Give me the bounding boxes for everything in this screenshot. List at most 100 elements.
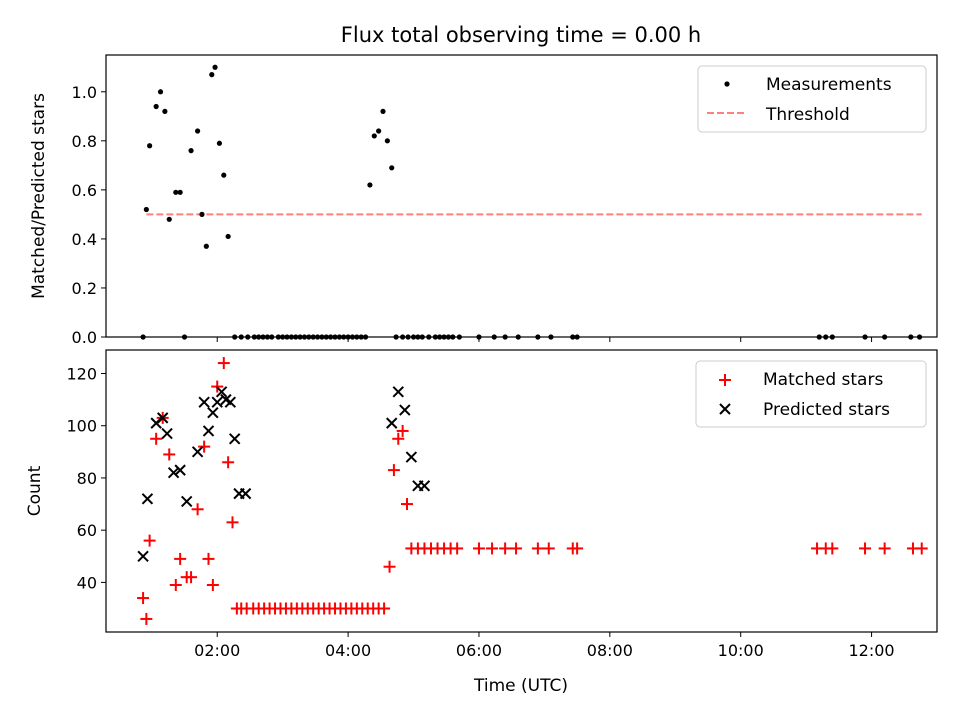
top-panel: 0.0 0.2 0.4 0.6 0.8 1.0 Matched/Predicted sta…: [29, 54, 938, 347]
legend-threshold-label: Threshold: [765, 105, 850, 125]
measurement-point: [225, 233, 231, 240]
bottom-y-tick-label: 120: [66, 365, 97, 384]
top-y-tick-label: 0.0: [72, 328, 97, 347]
matched-star-point: [174, 552, 187, 565]
measurement-point: [216, 140, 223, 146]
measurement-point: [376, 128, 382, 134]
predicted-star-point: [191, 446, 204, 458]
measurement-point: [195, 128, 201, 134]
matched-star-point: [915, 542, 928, 555]
x-axis-label: Time (UTC): [473, 676, 568, 696]
matched-star-point: [163, 448, 176, 461]
measurement-point: [371, 133, 377, 139]
predicted-star-point: [418, 480, 431, 492]
top-legend-frame: [697, 65, 927, 133]
matched-star-point: [451, 542, 464, 555]
predicted-star-point: [161, 427, 173, 440]
bottom-y-tick-label: 80: [77, 469, 97, 488]
predicted-star-point: [157, 412, 169, 424]
predicted-star-point: [405, 451, 418, 463]
top-y-tick-label: 0.2: [72, 279, 97, 298]
matched-star-point: [185, 571, 198, 584]
matched-star-point: [531, 542, 544, 555]
measurement-point: [384, 138, 390, 144]
legend-matched-marker: [719, 374, 731, 386]
predicted-star-point: [239, 487, 252, 500]
matched-star-point: [510, 542, 523, 555]
matched-star-point: [378, 602, 391, 615]
measurement-point: [367, 182, 373, 188]
matched-star-point: [859, 542, 872, 555]
predicted-star-point: [211, 396, 223, 408]
bottom-marks: [137, 357, 928, 625]
chart-title: Flux total observing time = 0.00 h: [341, 23, 701, 47]
top-y-tick-label: 0.8: [72, 132, 97, 151]
x-tick-label: 08:00: [587, 641, 633, 660]
legend-predicted-marker: [719, 403, 731, 415]
matched-star-point: [878, 542, 891, 555]
matched-star-point: [472, 542, 485, 555]
top-y-ticks: 0.0 0.2 0.4 0.6 0.8 1.0: [72, 83, 106, 347]
matched-star-point: [137, 592, 150, 605]
measurement-point: [157, 89, 164, 95]
matched-star-point: [198, 440, 211, 453]
bottom-legend-frame: [695, 360, 927, 428]
top-y-tick-label: 1.0: [72, 83, 97, 102]
bottom-x-ticks: 02:00 04:00 06:00 08:00 10:00 12:00: [194, 632, 895, 660]
matched-star-point: [396, 424, 409, 437]
bottom-y-tick-label: 40: [77, 573, 97, 592]
matched-star-point: [826, 542, 839, 555]
matched-star-point: [217, 357, 230, 370]
bottom-y-axis-label: Count: [25, 465, 45, 516]
measurement-point: [162, 108, 168, 114]
matched-star-point: [150, 432, 163, 445]
predicted-star-point: [392, 386, 404, 398]
measurement-point: [173, 189, 179, 195]
top-y-tick-label: 0.6: [72, 181, 97, 200]
matched-star-point: [191, 503, 204, 516]
matched-star-point: [542, 542, 555, 555]
predicted-star-point: [224, 396, 237, 408]
x-tick-label: 06:00: [456, 641, 502, 660]
matched-star-point: [140, 612, 153, 625]
predicted-star-point: [141, 493, 154, 505]
predicted-star-point: [399, 404, 411, 416]
top-y-axis-label: Matched/Predicted stars: [29, 93, 49, 299]
predicted-star-point: [174, 464, 186, 476]
bottom-legend: Matched stars Predicted stars: [695, 360, 927, 428]
measurement-point: [209, 72, 215, 78]
matched-star-point: [222, 456, 235, 469]
matched-star-point: [226, 516, 239, 529]
measurement-point: [199, 211, 205, 217]
x-tick-label: 12:00: [849, 641, 895, 660]
top-x-ticks: [216, 337, 873, 342]
matched-star-point: [571, 542, 584, 555]
top-axes-frame: [105, 54, 938, 338]
legend-measurements-marker: [724, 81, 730, 87]
measurement-point: [221, 172, 227, 178]
bottom-y-ticks: 40 60 80 100 120: [66, 365, 106, 592]
matched-star-point: [392, 432, 405, 445]
matched-star-point: [169, 579, 182, 591]
measurement-point: [380, 108, 386, 114]
predicted-star-point: [167, 467, 180, 479]
bottom-y-tick-label: 100: [66, 417, 97, 436]
x-tick-label: 02:00: [194, 641, 240, 660]
legend-predicted-label: Predicted stars: [763, 400, 890, 420]
matched-star-point: [206, 579, 219, 591]
matched-star-point: [499, 542, 512, 555]
matched-star-point: [486, 542, 499, 555]
predicted-star-point: [228, 433, 241, 445]
predicted-star-point: [137, 550, 149, 562]
matched-star-point: [143, 534, 156, 547]
predicted-star-point: [215, 386, 228, 398]
top-legend: Measurements Threshold: [697, 65, 927, 133]
x-tick-label: 10:00: [718, 641, 764, 660]
predicted-star-point: [207, 406, 219, 419]
top-y-tick-label: 0.4: [72, 230, 97, 249]
measurement-point: [166, 216, 172, 222]
measurement-point: [147, 143, 153, 149]
measurement-point: [389, 165, 395, 171]
bottom-axes-frame: [105, 349, 938, 633]
predicted-star-point: [202, 425, 215, 437]
